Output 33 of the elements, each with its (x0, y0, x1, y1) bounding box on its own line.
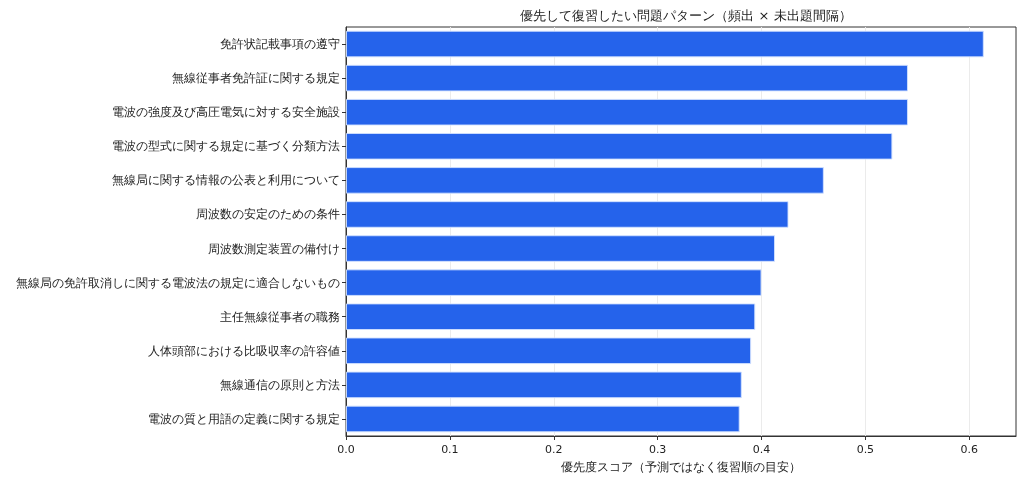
bar (346, 64, 908, 92)
x-tick-label: 0.5 (856, 443, 875, 456)
bar (346, 167, 824, 194)
x-tick-label: 0.4 (752, 443, 771, 456)
y-tick-label: 主任無線従事者の職務 (220, 309, 340, 324)
x-tick-label: 0.2 (545, 443, 563, 456)
y-tick-label: 電波の型式に関する規定に基づく分類方法 (112, 139, 340, 154)
chart-title: 優先して復習したい問題パターン（頻出 × 未出題間隔） (520, 8, 852, 23)
y-tick-label: 免許状記載事項の遵守 (220, 37, 340, 52)
y-tick-label: 無線従事者免許証に関する規定 (172, 71, 340, 86)
bar (346, 269, 762, 296)
x-tick-label: 0.0 (337, 443, 355, 456)
y-tick-label: 人体頭部における比吸収率の許容値 (148, 343, 340, 358)
x-tick-label: 0.1 (441, 443, 459, 456)
x-tick-label: 0.6 (960, 443, 979, 456)
bar (346, 235, 776, 262)
bar (346, 303, 756, 330)
y-tick-label: 無線局に関する情報の公表と利用について (112, 173, 340, 188)
x-tick-label: 0.3 (648, 443, 667, 456)
bar (346, 337, 752, 365)
y-tick-label: 周波数測定装置の備付け (208, 241, 340, 256)
bar (346, 98, 908, 126)
bar (346, 133, 893, 160)
x-axis-title: 優先度スコア（予測ではなく復習順の目安） (561, 460, 801, 474)
y-tick-label: 無線局の免許取消しに関する電波法の規定に適合しないもの (16, 275, 340, 290)
y-tick-label: 電波の強度及び高圧電気に対する安全施設 (112, 105, 340, 120)
y-tick-label: 無線通信の原則と方法 (220, 377, 340, 392)
y-tick-label: 周波数の安定のための条件 (196, 207, 340, 222)
bar (346, 405, 740, 433)
bar (346, 371, 742, 399)
bar (346, 201, 789, 228)
y-tick-label: 電波の質と用語の定義に関する規定 (148, 411, 340, 426)
bar (346, 30, 984, 58)
